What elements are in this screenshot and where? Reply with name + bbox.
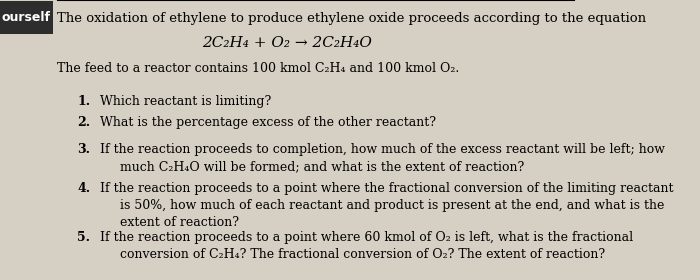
Text: If the reaction proceeds to completion, how much of the excess reactant will be : If the reaction proceeds to completion, …	[97, 143, 666, 173]
Text: The feed to a reactor contains 100 kmol C₂H₄ and 100 kmol O₂.: The feed to a reactor contains 100 kmol …	[57, 62, 460, 74]
Text: 2C₂H₄ + O₂ → 2C₂H₄O: 2C₂H₄ + O₂ → 2C₂H₄O	[202, 36, 372, 50]
Text: ourself: ourself	[2, 11, 51, 24]
Text: 1.: 1.	[78, 95, 90, 108]
Text: 3.: 3.	[78, 143, 90, 156]
Text: 4.: 4.	[78, 182, 90, 195]
Text: What is the percentage excess of the other reactant?: What is the percentage excess of the oth…	[97, 116, 436, 129]
Text: The oxidation of ethylene to produce ethylene oxide proceeds according to the eq: The oxidation of ethylene to produce eth…	[57, 12, 647, 25]
Text: If the reaction proceeds to a point where the fractional conversion of the limit: If the reaction proceeds to a point wher…	[97, 182, 674, 229]
Text: 2.: 2.	[78, 116, 90, 129]
Text: Which reactant is limiting?: Which reactant is limiting?	[97, 95, 272, 108]
FancyBboxPatch shape	[0, 1, 52, 34]
Text: 5.: 5.	[78, 231, 90, 244]
Text: If the reaction proceeds to a point where 60 kmol of O₂ is left, what is the fra: If the reaction proceeds to a point wher…	[97, 231, 634, 261]
